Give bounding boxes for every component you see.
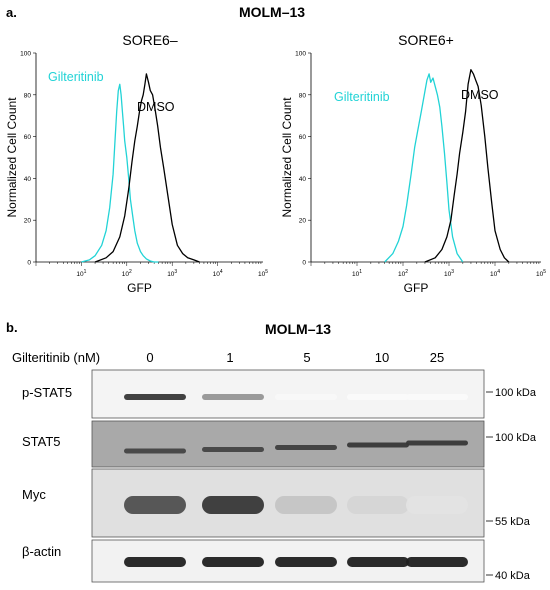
series-label-gilteritinib: Gilteritinib: [48, 70, 104, 84]
series-line-dmso: [424, 69, 510, 263]
chart-title: SORE6+: [398, 32, 454, 48]
band-stat5: [347, 442, 409, 448]
band-p-stat5: [124, 394, 186, 400]
y-tick-label: 80: [24, 92, 32, 99]
band-stat5: [124, 448, 186, 454]
panel-b-title: MOLM–13: [265, 321, 331, 337]
band-β-actin: [124, 557, 186, 567]
band-stat5: [406, 440, 468, 446]
x-axis-label: GFP: [127, 281, 152, 295]
x-tick-label: 105: [258, 269, 268, 278]
band-myc: [124, 496, 186, 514]
band-β-actin: [202, 557, 264, 567]
series-line-dmso: [94, 73, 200, 263]
x-tick-label: 103: [167, 269, 177, 278]
x-tick-label: 102: [122, 269, 132, 278]
x-tick-label: 101: [352, 269, 362, 278]
series-label-dmso: DMSO: [461, 88, 499, 102]
lane-label: 10: [375, 350, 389, 365]
band-β-actin: [275, 557, 337, 567]
band-p-stat5: [275, 394, 337, 400]
blot-label: STAT5: [22, 434, 61, 449]
y-tick-label: 0: [302, 260, 306, 267]
blot-label: β-actin: [22, 544, 61, 559]
y-tick-label: 60: [24, 134, 32, 141]
x-tick-label: 104: [490, 269, 500, 278]
y-tick-label: 40: [24, 176, 32, 183]
x-tick-label: 101: [76, 269, 86, 278]
band-β-actin: [406, 557, 468, 567]
x-tick-label: 104: [213, 269, 223, 278]
band-β-actin: [347, 557, 409, 567]
band-stat5: [202, 447, 264, 452]
band-p-stat5: [202, 394, 264, 400]
lane-label: 25: [430, 350, 444, 365]
y-tick-label: 20: [299, 218, 307, 225]
marker-label: 55 kDa: [495, 516, 531, 528]
band-myc: [406, 496, 468, 514]
marker-label: 40 kDa: [495, 570, 531, 582]
x-tick-label: 105: [536, 269, 546, 278]
band-myc: [202, 496, 264, 514]
histogram-sore6-neg: SORE6– 0 20 40 60 80 100 101 102 103 104 105 GFP Norm…: [5, 32, 268, 295]
lane-label: 1: [226, 350, 233, 365]
x-tick-label: 102: [398, 269, 408, 278]
y-axis-label: Normalized Cell Count: [280, 97, 294, 218]
lane-label: 5: [303, 350, 310, 365]
y-tick-label: 80: [299, 92, 307, 99]
blot-label: Myc: [22, 487, 46, 502]
blot-label: p-STAT5: [22, 385, 72, 400]
band-p-stat5: [406, 394, 468, 400]
chart-title: SORE6–: [122, 32, 177, 48]
marker-label: 100 kDa: [495, 387, 537, 399]
x-tick-label: 103: [444, 269, 454, 278]
series-label-dmso: DMSO: [137, 100, 175, 114]
y-tick-label: 100: [295, 51, 306, 58]
series-line-gilteritinib: [384, 73, 464, 263]
band-stat5: [275, 445, 337, 450]
y-axis-label: Normalized Cell Count: [5, 97, 19, 218]
panel-a-label: a.: [6, 5, 17, 20]
band-p-stat5: [347, 394, 409, 400]
y-tick-label: 100: [20, 51, 31, 58]
treatment-row-label: Gilteritinib (nM): [12, 350, 100, 365]
marker-label: 100 kDa: [495, 432, 537, 444]
y-tick-label: 60: [299, 134, 307, 141]
y-tick-label: 0: [27, 260, 31, 267]
panel-a-title: MOLM–13: [239, 4, 305, 20]
band-myc: [347, 496, 409, 514]
western-blots: 0 1 5 10 25 p-STAT5 100 kDa STAT5 100 kDa Myc 55 k…: [22, 350, 537, 583]
x-axis-label: GFP: [404, 281, 429, 295]
series-label-gilteritinib: Gilteritinib: [334, 90, 390, 104]
lane-label: 0: [146, 350, 153, 365]
panel-b-label: b.: [6, 320, 18, 335]
y-tick-label: 20: [24, 218, 32, 225]
band-myc: [275, 496, 337, 514]
series-line-gilteritinib: [81, 83, 159, 263]
y-tick-label: 40: [299, 176, 307, 183]
histogram-sore6-pos: SORE6+ 0 20 40 60 80 100 101 102 103 104 105 GFP Norm…: [280, 32, 546, 295]
